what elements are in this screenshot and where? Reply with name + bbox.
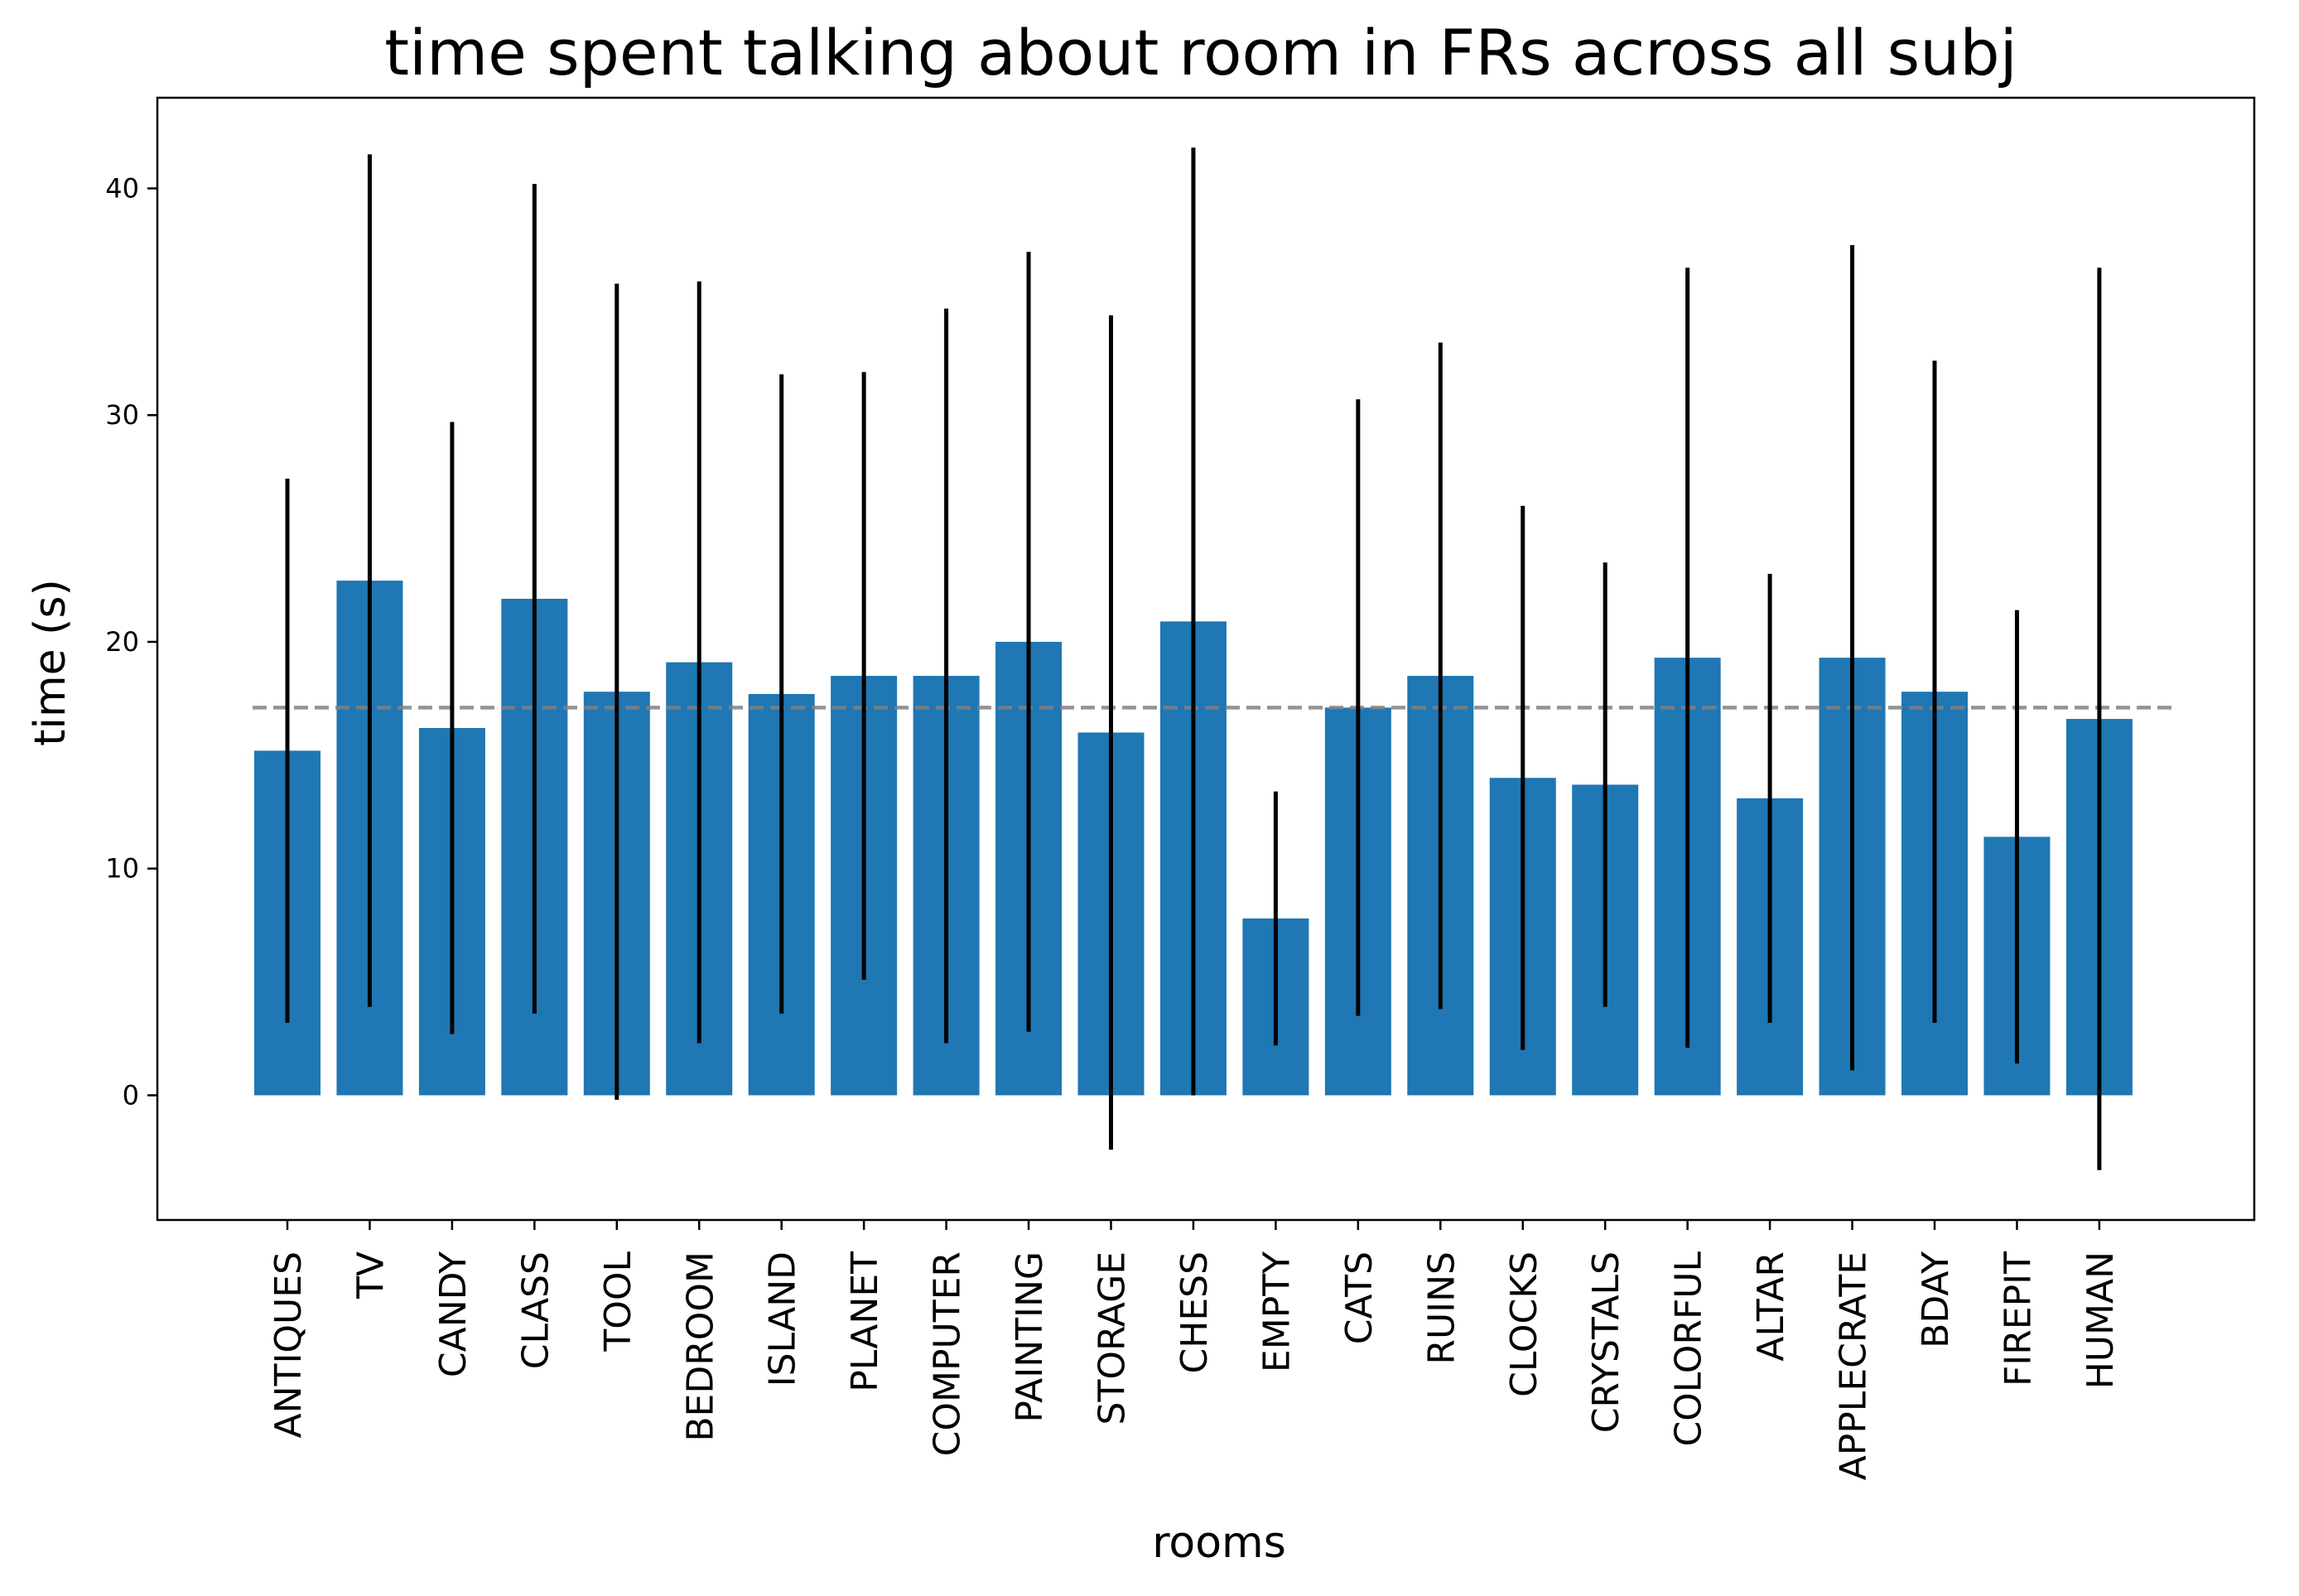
x-tick-label-empty: EMPTY xyxy=(1256,1251,1298,1372)
chart-title: time spent talking about room in FRs acr… xyxy=(384,16,2017,89)
y-tick-label: 30 xyxy=(105,399,139,431)
y-axis-label: time (s) xyxy=(26,579,75,746)
x-tick-label-bedroom: BEDROOM xyxy=(679,1251,721,1442)
y-tick-label: 0 xyxy=(123,1079,139,1111)
x-tick-label-human: HUMAN xyxy=(2080,1251,2122,1389)
plot-area: 0 10 20 30 40 ANTIQUES TV CANDY CLASS TOOL BEDROOM… xyxy=(105,96,2256,1480)
x-tick-label-tool: TOOL xyxy=(597,1251,639,1353)
x-tick-label-chess: CHESS xyxy=(1174,1251,1216,1373)
x-tick-label-crystals: CRYSTALS xyxy=(1585,1251,1627,1433)
x-tick-label-class: CLASS xyxy=(514,1251,557,1369)
y-tick-label: 40 xyxy=(105,172,139,204)
x-tick-label-applecrate: APPLECRATE xyxy=(1833,1251,1875,1480)
x-tick-label-candy: CANDY xyxy=(432,1251,475,1377)
x-tick-label-storage: STORAGE xyxy=(1092,1251,1134,1425)
x-tick-label-antiques: ANTIQUES xyxy=(267,1251,310,1438)
x-tick-label-colorful: COLORFUL xyxy=(1668,1251,1710,1447)
x-tick-label-firepit: FIREPIT xyxy=(1997,1251,2039,1386)
x-axis-label: rooms xyxy=(1152,1518,1286,1568)
y-tick-label: 10 xyxy=(105,853,139,885)
x-tick-label-altar: ALTAR xyxy=(1750,1251,1792,1362)
x-tick-label-ruins: RUINS xyxy=(1420,1251,1463,1365)
x-tick-label-clocks: CLOCKS xyxy=(1503,1251,1545,1397)
x-tick-label-cats: CATS xyxy=(1338,1251,1381,1344)
x-tick-label-bday: BDAY xyxy=(1915,1251,1957,1348)
x-tick-label-planet: PLANET xyxy=(844,1251,886,1392)
x-tick-label-computer: COMPUTER xyxy=(927,1251,969,1456)
plot-frame xyxy=(156,96,2256,1222)
x-tick-label-tv: TV xyxy=(349,1251,392,1299)
x-tick-label-painting: PAINTING xyxy=(1009,1251,1051,1423)
x-tick-label-island: ISLAND xyxy=(762,1251,804,1386)
y-tick-label: 20 xyxy=(105,626,139,658)
